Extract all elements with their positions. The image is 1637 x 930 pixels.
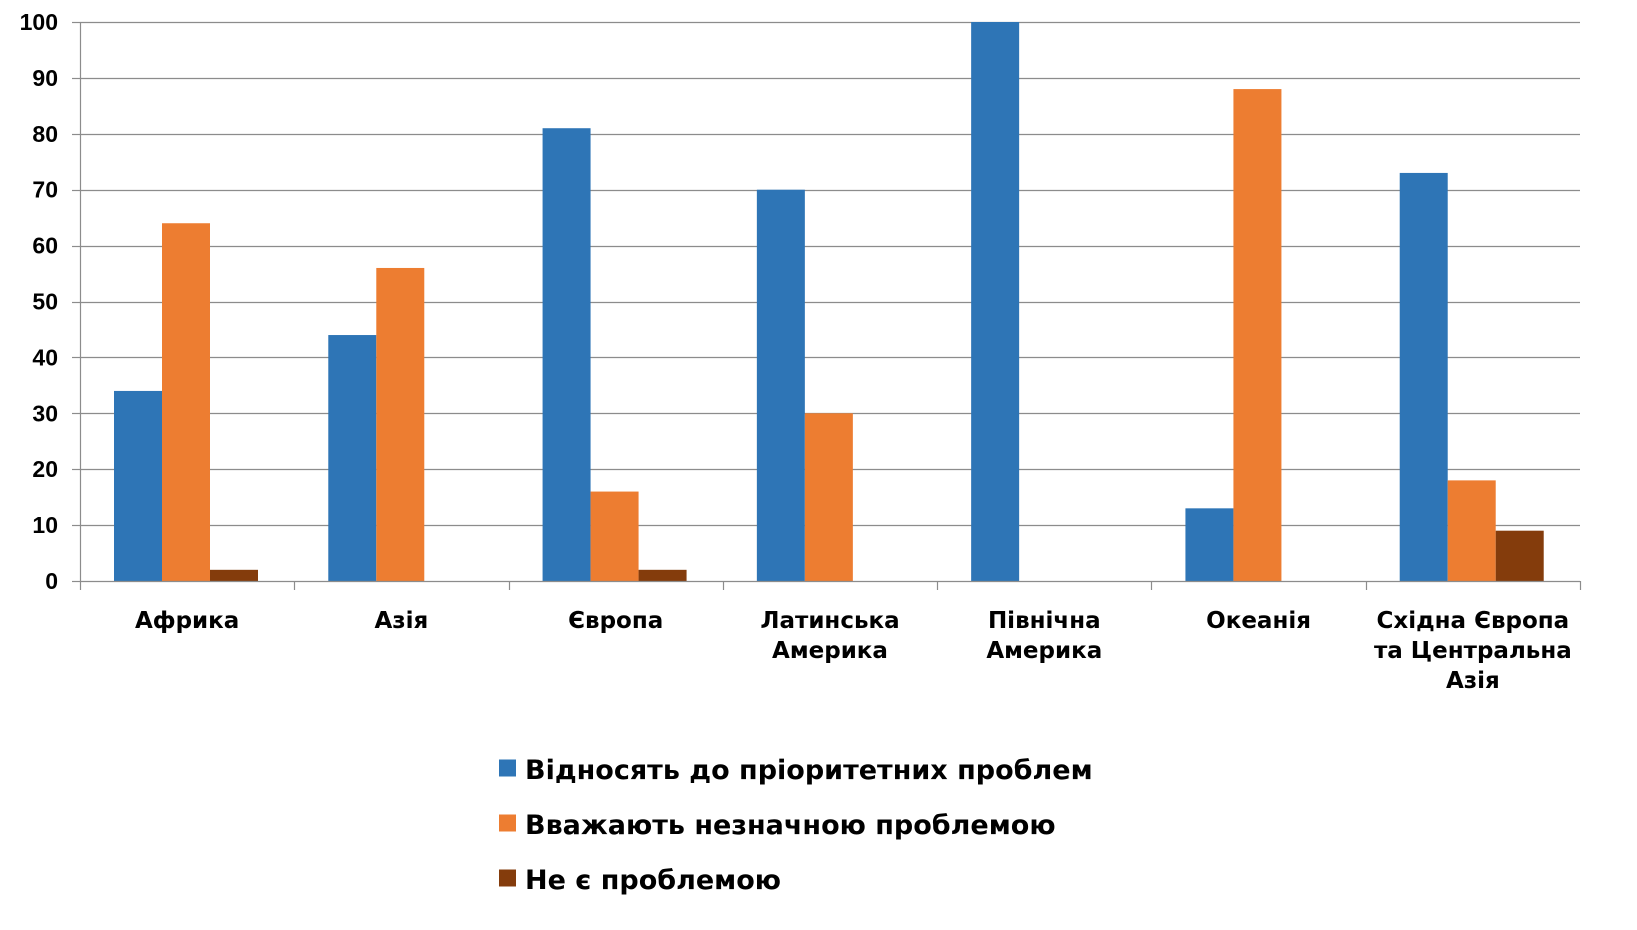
y-tick-label: 90 — [32, 65, 58, 91]
bars — [114, 22, 1544, 582]
y-tick-label: 20 — [32, 456, 58, 482]
legend-swatch — [499, 869, 516, 887]
bar-series-1-cat-6 — [1185, 508, 1234, 581]
y-tick-label: 30 — [32, 400, 58, 426]
x-category-label: Азія — [375, 608, 429, 634]
legend: Відносять до пріоритетних проблем Вважают… — [499, 755, 1093, 896]
legend-label: Вважають незначною проблемою — [525, 810, 1056, 841]
bar-series-2-cat-2 — [376, 267, 425, 581]
x-category-labels: Африка Азія Європа Латинська Америка Північна… — [135, 608, 1572, 694]
legend-label: Не є проблемою — [525, 865, 781, 896]
legend-item: Не є проблемою — [499, 865, 781, 896]
bar-series-3-cat-7 — [1495, 530, 1544, 581]
x-category-label: Африка — [135, 608, 239, 634]
bar-series-2-cat-7 — [1447, 480, 1496, 581]
bar-series-3-cat-1 — [210, 569, 258, 581]
bar-series-1-cat-2 — [328, 335, 377, 581]
bar-series-2-cat-1 — [162, 223, 210, 582]
axes — [72, 21, 1582, 590]
bar-series-1-cat-1 — [114, 390, 162, 581]
legend-label: Відносять до пріоритетних проблем — [525, 755, 1093, 786]
x-category-label: Океанія — [1206, 608, 1311, 634]
x-category-label: Північна Америка — [986, 608, 1102, 664]
x-category-label: Європа — [568, 608, 663, 634]
bar-series-2-cat-6 — [1233, 89, 1282, 581]
y-tick-label: 100 — [20, 9, 58, 35]
x-category-label: Східна Європа та Центральна Азія — [1374, 608, 1572, 694]
y-tick-labels: 0 10 20 30 40 50 60 70 80 90 100 — [20, 9, 58, 594]
legend-swatch — [499, 759, 516, 777]
bar-series-2-cat-4 — [804, 413, 853, 581]
y-tick-label: 0 — [45, 568, 58, 594]
y-tick-label: 10 — [32, 512, 58, 538]
legend-item: Вважають незначною проблемою — [499, 810, 1056, 841]
bar-series-3-cat-3 — [638, 569, 687, 581]
x-category-label: Латинська Америка — [760, 608, 899, 664]
bar-series-1-cat-3 — [542, 128, 591, 581]
bar-series-1-cat-7 — [1399, 172, 1448, 581]
y-tick-label: 40 — [32, 344, 58, 370]
y-tick-label: 80 — [32, 121, 58, 147]
y-tick-label: 60 — [32, 233, 58, 259]
bar-series-2-cat-3 — [590, 491, 639, 581]
legend-item: Відносять до пріоритетних проблем — [499, 755, 1093, 786]
bar-series-1-cat-5 — [971, 22, 1020, 581]
bar-series-1-cat-4 — [756, 189, 805, 581]
y-tick-label: 70 — [32, 177, 58, 203]
legend-swatch — [499, 814, 516, 832]
y-tick-label: 50 — [32, 289, 58, 315]
